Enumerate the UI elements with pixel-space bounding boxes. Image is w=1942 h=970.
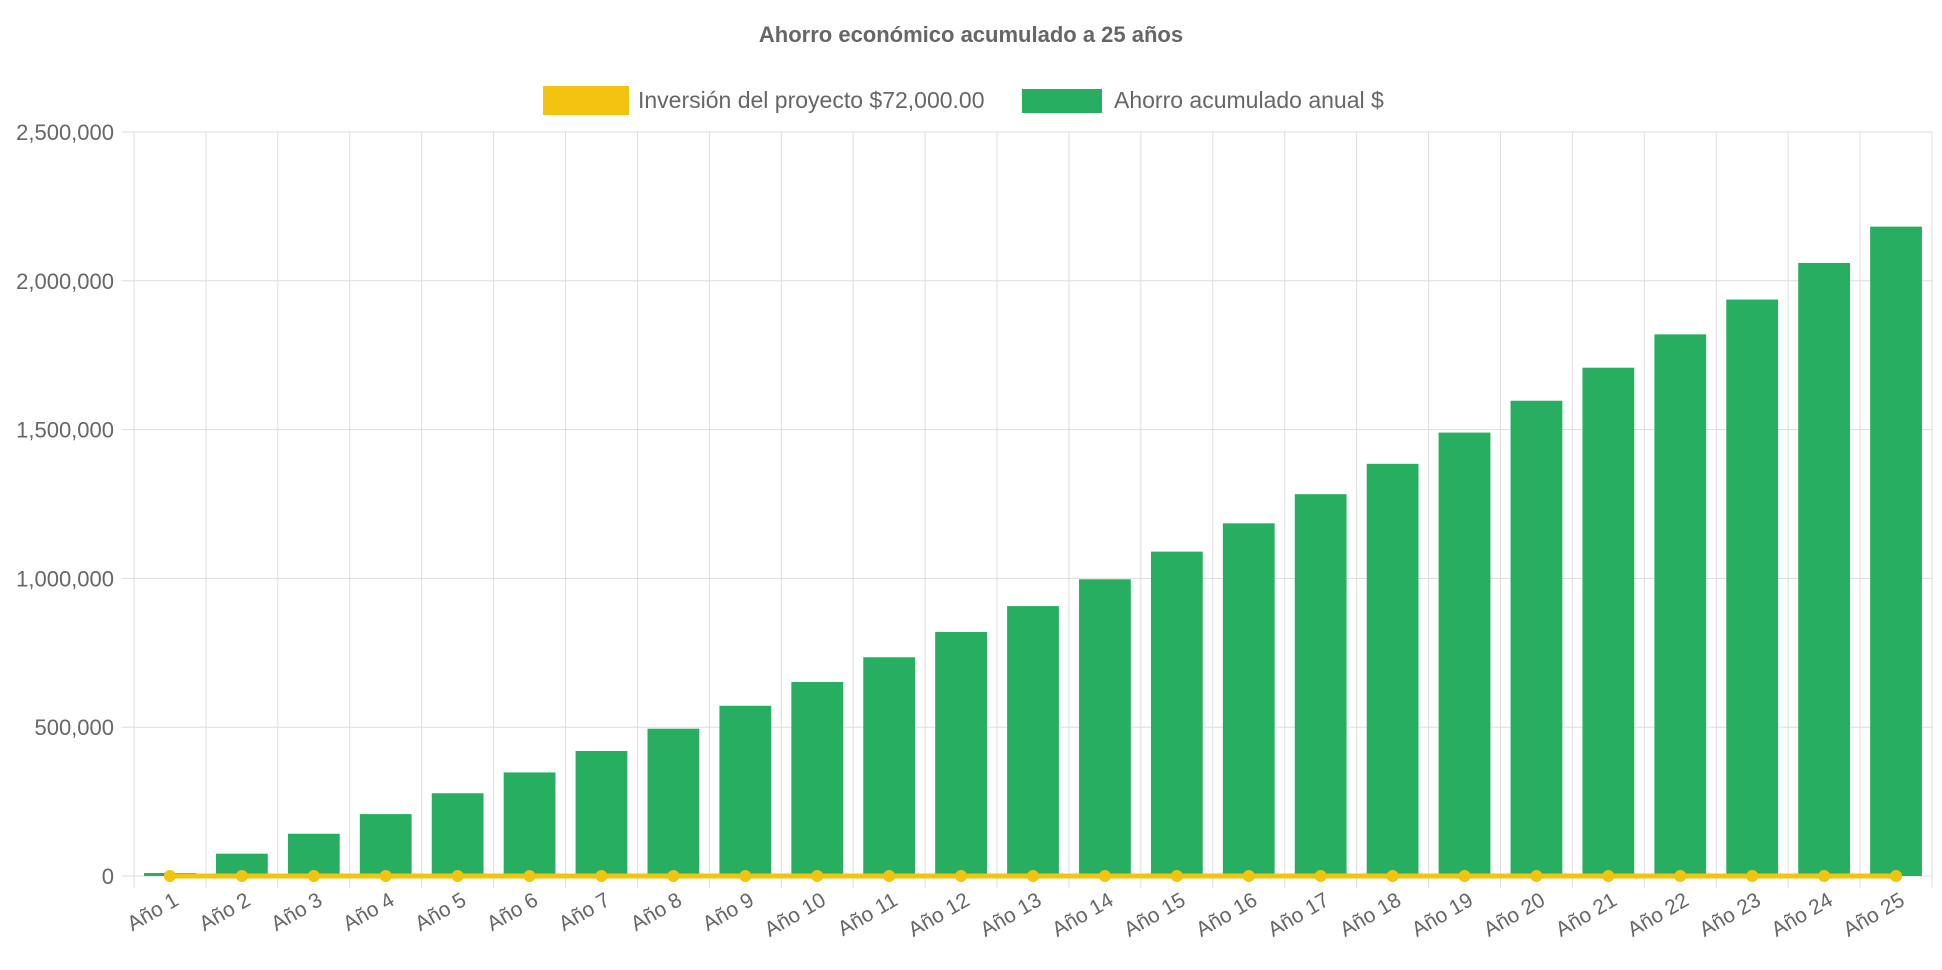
x-tick-label: Año 12 xyxy=(904,888,973,941)
investment-point[interactable] xyxy=(523,870,536,882)
chart-title: Ahorro económico acumulado a 25 años xyxy=(759,22,1183,47)
x-tick-label: Año 15 xyxy=(1120,888,1189,941)
x-tick-label: Año 13 xyxy=(976,888,1045,941)
legend-label-savings[interactable]: Ahorro acumulado anual $ xyxy=(1114,87,1384,113)
y-tick-label: 1,500,000 xyxy=(16,418,114,443)
investment-point[interactable] xyxy=(1602,870,1615,882)
y-tick-label: 2,000,000 xyxy=(16,269,114,294)
bar-ahorro[interactable] xyxy=(935,631,987,876)
bar-ahorro[interactable] xyxy=(1366,463,1419,876)
y-tick-label: 500,000 xyxy=(34,715,114,740)
x-tick-label: Año 3 xyxy=(267,888,326,935)
x-tick-label: Año 11 xyxy=(834,888,902,940)
investment-point[interactable] xyxy=(1386,870,1399,882)
bar-ahorro[interactable] xyxy=(1222,523,1275,876)
y-axis: 0 500,000 1,000,000 1,500,000 2,000,000 2,500… xyxy=(16,120,114,889)
investment-point[interactable] xyxy=(1818,870,1831,882)
bar-ahorro[interactable] xyxy=(1438,432,1491,876)
bar-ahorro[interactable] xyxy=(359,814,412,876)
investment-line-series xyxy=(163,870,1903,882)
bar-ahorro[interactable] xyxy=(287,833,340,876)
x-tick-label: Año 5 xyxy=(411,888,470,935)
investment-point[interactable] xyxy=(1530,870,1543,882)
bar-ahorro[interactable] xyxy=(215,853,268,876)
investment-point[interactable] xyxy=(1458,870,1471,882)
x-tick-label: Año 2 xyxy=(195,888,254,935)
x-tick-label: Año 24 xyxy=(1767,888,1836,941)
bar-ahorro[interactable] xyxy=(863,657,916,876)
investment-point[interactable] xyxy=(163,870,176,882)
investment-point[interactable] xyxy=(235,870,248,882)
investment-point[interactable] xyxy=(883,870,896,882)
bar-ahorro[interactable] xyxy=(1798,262,1851,877)
investment-point[interactable] xyxy=(811,870,824,882)
x-tick-label: Año 22 xyxy=(1624,888,1693,941)
bar-ahorro[interactable] xyxy=(1726,299,1779,876)
x-tick-label: Año 20 xyxy=(1480,888,1549,941)
bar-ahorro[interactable] xyxy=(431,793,484,876)
bars xyxy=(144,226,1922,877)
bar-ahorro[interactable] xyxy=(719,705,772,876)
investment-point[interactable] xyxy=(1746,870,1759,882)
bar-ahorro[interactable] xyxy=(1582,367,1635,876)
investment-point[interactable] xyxy=(595,870,608,882)
x-tick-label: Año 4 xyxy=(339,888,398,936)
investment-point[interactable] xyxy=(1242,870,1255,882)
x-tick-label: Año 23 xyxy=(1696,888,1765,941)
legend: Inversión del proyecto $72,000.00 Ahorro… xyxy=(543,86,1384,115)
x-axis: Año 1 Año 2 Año 3 Año 4 Año 5 Año 6 Año 7 Año 8… xyxy=(123,888,1908,941)
x-tick-label: Año 14 xyxy=(1048,888,1117,941)
investment-point[interactable] xyxy=(1890,870,1903,882)
x-tick-label: Año 6 xyxy=(483,888,542,935)
investment-point[interactable] xyxy=(379,870,392,882)
y-tick-label: 2,500,000 xyxy=(16,120,114,145)
x-tick-label: Año 17 xyxy=(1264,888,1333,941)
bar-ahorro[interactable] xyxy=(1870,226,1922,877)
bar-ahorro[interactable] xyxy=(1294,494,1347,876)
legend-swatch-savings[interactable] xyxy=(1022,89,1102,113)
legend-label-investment[interactable]: Inversión del proyecto $72,000.00 xyxy=(638,87,985,113)
investment-point[interactable] xyxy=(1314,870,1327,882)
investment-point[interactable] xyxy=(451,870,464,882)
x-tick-label: Año 10 xyxy=(761,888,830,941)
x-tick-label: Año 7 xyxy=(555,888,614,935)
investment-point[interactable] xyxy=(1170,870,1183,882)
x-tick-label: Año 8 xyxy=(627,888,686,935)
legend-swatch-investment[interactable] xyxy=(543,86,629,115)
investment-point[interactable] xyxy=(1027,870,1039,882)
bar-ahorro[interactable] xyxy=(791,681,844,876)
investment-point[interactable] xyxy=(667,870,680,882)
investment-point[interactable] xyxy=(739,870,752,882)
bar-ahorro[interactable] xyxy=(1079,579,1131,876)
y-tick-label: 0 xyxy=(102,864,114,889)
investment-point[interactable] xyxy=(1674,870,1687,882)
x-tick-label: Año 18 xyxy=(1336,888,1405,941)
bar-ahorro[interactable] xyxy=(1510,400,1563,876)
x-tick-label: Año 19 xyxy=(1408,888,1477,941)
y-tick-label: 1,000,000 xyxy=(16,566,114,591)
bar-ahorro[interactable] xyxy=(1654,334,1707,876)
bar-ahorro[interactable] xyxy=(647,728,700,876)
investment-point[interactable] xyxy=(307,870,320,882)
bar-ahorro[interactable] xyxy=(575,751,628,876)
bar-ahorro[interactable] xyxy=(1007,606,1059,876)
x-tick-label: Año 9 xyxy=(699,888,758,935)
investment-point[interactable] xyxy=(955,870,968,882)
x-tick-label: Año 25 xyxy=(1839,888,1908,941)
x-tick-label: Año 1 xyxy=(123,888,182,935)
x-tick-label: Año 16 xyxy=(1192,888,1261,941)
bar-ahorro[interactable] xyxy=(1150,551,1203,876)
x-tick-label: Año 21 xyxy=(1552,888,1621,941)
bar-ahorro[interactable] xyxy=(503,772,556,876)
investment-point[interactable] xyxy=(1098,870,1111,882)
grid xyxy=(122,131,1933,888)
